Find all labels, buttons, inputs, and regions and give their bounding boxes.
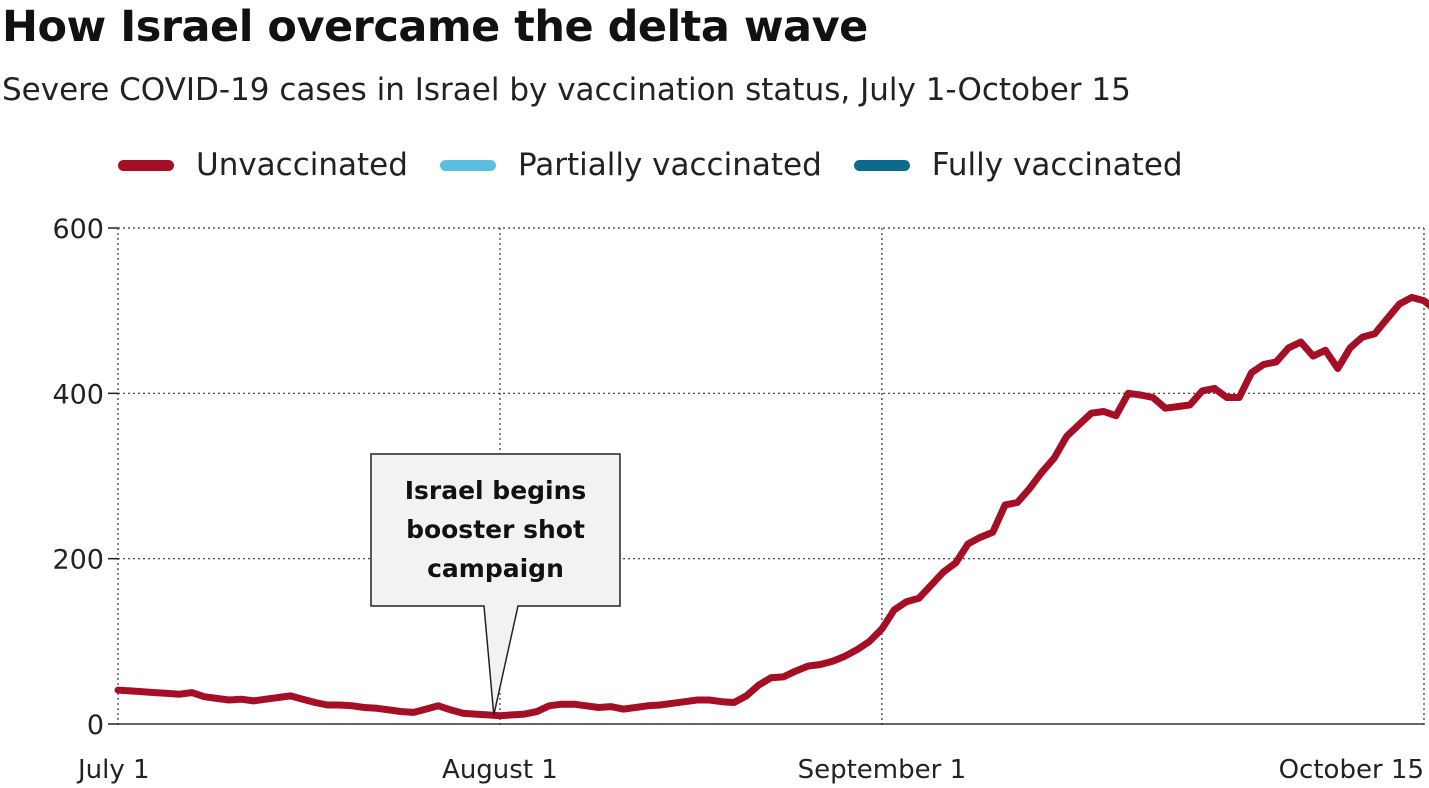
legend-item-partially-vaccinated: Partially vaccinated — [439, 147, 822, 183]
annotation-text-line-2: campaign — [427, 554, 564, 583]
legend-swatch-fully-vaccinated — [853, 159, 910, 171]
x-tick-label-2: September 1 — [798, 755, 967, 785]
y-tick-label-400: 400 — [52, 379, 104, 410]
legend-label-fully-vaccinated: Fully vaccinated — [931, 147, 1183, 183]
legend-swatch-unvaccinated — [118, 159, 174, 171]
legend-item-fully-vaccinated: Fully vaccinated — [853, 147, 1183, 183]
series-lines — [114, 293, 1429, 720]
y-tick-label-0: 0 — [87, 710, 104, 741]
y-tick-label-600: 600 — [52, 214, 104, 245]
series-line-unvaccinated — [114, 293, 1429, 720]
legend-swatch-partially-vaccinated — [439, 159, 496, 171]
x-tick-label-0: July 1 — [76, 755, 150, 785]
axes: 0 200 400 600 July 1 August 1 September 1 Octob… — [52, 214, 1424, 785]
x-tick-label-1: August 1 — [442, 755, 558, 785]
annotation-callout: Israel begins booster shot campaign — [370, 453, 621, 716]
x-tick-label-3: October 15 — [1279, 755, 1424, 785]
annotation-text-line-0: Israel begins — [405, 476, 587, 505]
annotation-text-line-1: booster shot — [406, 515, 585, 544]
legend: Unvaccinated Partially vaccinated Fully … — [118, 140, 1215, 190]
legend-label-partially-vaccinated: Partially vaccinated — [517, 147, 822, 183]
y-tick-label-200: 200 — [52, 545, 104, 576]
annotation-box — [370, 453, 621, 716]
legend-item-unvaccinated: Unvaccinated — [118, 147, 408, 183]
chart-subtitle: Severe COVID-19 cases in Israel by vacci… — [2, 72, 1131, 108]
chart-title: How Israel overcame the delta wave — [2, 2, 868, 52]
legend-label-unvaccinated: Unvaccinated — [196, 147, 408, 183]
gridlines — [117, 227, 1425, 728]
